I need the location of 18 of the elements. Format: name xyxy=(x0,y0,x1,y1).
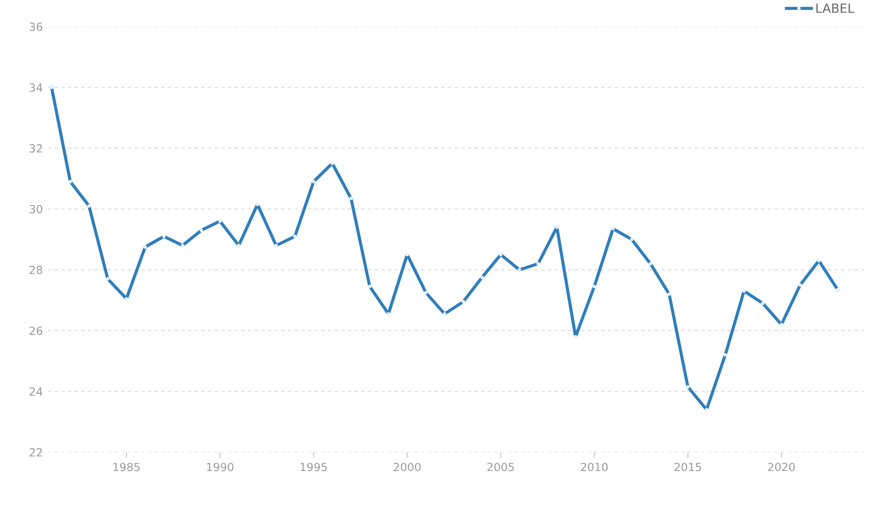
y-tick-label: 36 xyxy=(30,22,42,31)
x-tick-label: 2010 xyxy=(580,462,608,472)
y-tick-label: 28 xyxy=(30,266,42,274)
x-tick-label: 2005 xyxy=(487,462,514,472)
y-tick-label: 32 xyxy=(30,144,42,153)
x-tick-label: 1985 xyxy=(114,462,140,472)
x-tick-label: 2020 xyxy=(768,462,795,472)
y-tick-label: 24 xyxy=(30,387,42,396)
legend-label: LABEL xyxy=(816,4,854,13)
x-tick-label: 2000 xyxy=(394,462,421,472)
y-tick-label: 30 xyxy=(30,204,42,214)
line-series xyxy=(50,86,840,412)
y-tick-label: 34 xyxy=(30,83,42,92)
x-tick-label: 1990 xyxy=(207,462,234,472)
x-tick-label: 1995 xyxy=(300,462,327,472)
x-tick-label: 2015 xyxy=(674,462,702,472)
y-tick-label: 22 xyxy=(30,448,42,456)
y-tick-label: 26 xyxy=(30,326,42,335)
